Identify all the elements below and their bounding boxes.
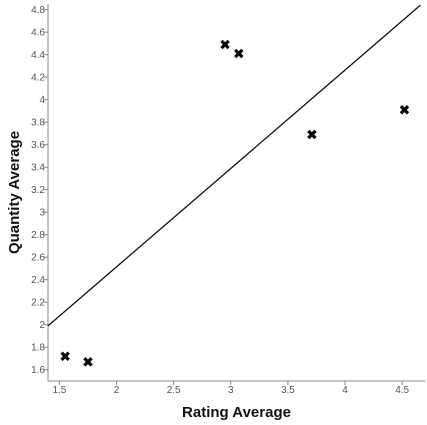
y-axis-title: Quantity Average [6, 131, 23, 254]
y-tick-label: 2 [39, 320, 45, 331]
x-tick-label: 4.5 [395, 385, 409, 396]
y-tick-label: 3 [39, 208, 45, 219]
y-tick-label: 2.6 [31, 253, 45, 264]
data-point [83, 357, 93, 367]
y-axis-ticks: 1.6 1.8 2 2.2 2.4 2.6 2.8 3 3.2 3.4 3.6 3.8 4 4.2 4.4 4… [31, 5, 48, 376]
point-stroke [83, 357, 93, 367]
x-tick-label: 2.5 [167, 385, 181, 396]
y-tick-label: 3.4 [31, 163, 45, 174]
x-tick-label: 2 [114, 385, 120, 396]
x-tick-label: 3 [228, 385, 234, 396]
x-axis-ticks: 1.5 2 2.5 3 3.5 4 4.5 [52, 381, 410, 396]
y-tick-label: 3.8 [31, 118, 45, 129]
data-point [234, 48, 244, 59]
y-tick-label: 1.8 [31, 343, 45, 354]
data-points [60, 39, 410, 367]
x-tick-label: 4 [342, 385, 348, 396]
y-tick-label: 3.6 [31, 140, 45, 151]
data-point [60, 351, 70, 361]
point-stroke [399, 105, 410, 115]
point-stroke [307, 129, 317, 140]
y-tick-label: 3.2 [31, 185, 45, 196]
y-tick-label: 4.6 [31, 28, 45, 39]
y-tick-label: 4.8 [31, 5, 45, 16]
x-tick-label: 3.5 [281, 385, 295, 396]
x-tick-label: 1.5 [52, 385, 66, 396]
y-tick-label: 4 [39, 95, 45, 106]
y-tick-label: 2.4 [31, 275, 45, 286]
point-stroke [234, 48, 244, 59]
data-point [399, 105, 410, 115]
data-point [307, 129, 317, 140]
x-axis-title: Rating Average [182, 404, 291, 421]
y-tick-label: 2.8 [31, 230, 45, 241]
y-tick-label: 2.2 [31, 298, 45, 309]
y-tick-label: 4.2 [31, 73, 45, 84]
trend-line [47, 4, 421, 327]
y-tick-label: 1.6 [31, 365, 45, 376]
point-stroke [220, 39, 230, 50]
point-stroke [60, 351, 70, 361]
data-point [220, 39, 230, 50]
y-tick-label: 4.4 [31, 50, 45, 61]
